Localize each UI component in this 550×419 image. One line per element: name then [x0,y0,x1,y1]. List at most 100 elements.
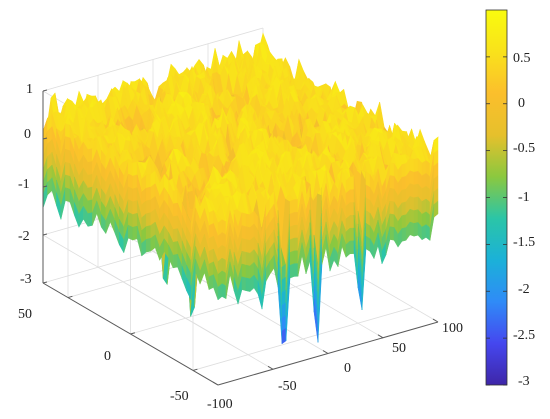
surface-skirt [132,200,138,215]
surface-skirt [401,201,407,217]
z-tick-label: -3 [20,272,32,287]
colorbar-tick-label: -1.5 [513,235,535,250]
y-tick-label: 0 [104,349,111,364]
surface-skirt [145,237,151,253]
y-tick [192,368,198,371]
colorbar-tick-label: 0 [518,96,525,111]
surface-skirt [245,251,251,267]
x-tick [377,334,384,339]
surface-skirt [409,170,415,186]
x-tick-label: 0 [344,361,351,376]
surface-skirt [241,276,247,292]
surface-skirt [349,189,355,203]
colorbar-tick-label: 0.5 [513,51,531,66]
surface-skirt [221,257,227,274]
surface-skirt [349,214,355,229]
surface-skirt [241,238,247,253]
surface-skirt [389,162,395,177]
colorbar-tick-label: -1 [518,190,530,205]
x-tick-label: -50 [278,379,297,394]
surface-skirt [241,250,247,266]
colorbar-tick-label: -2.5 [513,328,535,343]
surface-skirt [145,225,151,240]
z-tick-label: -1 [18,177,30,192]
surface-skirt [87,186,93,202]
surface-skirt [409,208,415,224]
surface-skirt [132,212,138,228]
surface-skirt [172,189,178,205]
y-tick [67,295,73,299]
surface-skirt [145,212,151,227]
surface-skirt [413,209,419,224]
y-tick [130,332,136,335]
surface-skirt [132,174,138,190]
surface-skirt [145,173,151,189]
surface-skirt [221,244,227,261]
surface-skirt [245,264,251,280]
surface-skirt [409,196,415,211]
surface-skirt [293,199,299,213]
surface-skirt [145,186,151,202]
surface-skirt [65,161,71,177]
surface-skirt [289,212,295,228]
y-tick-label: -50 [170,389,189,404]
z-tick-label: 0 [24,127,31,142]
x-tick [432,318,439,323]
surface-skirt [172,228,178,243]
axis-layer [42,89,439,386]
surface-skirt [65,136,71,152]
surface-skirt [409,157,415,173]
surface-skirt [241,212,247,228]
surface-skirt [245,239,251,254]
surface-skirt [293,250,299,264]
z-tick-label: 1 [26,82,33,97]
surface-skirt [289,199,295,215]
z-tick [42,89,48,92]
surface-skirt [145,199,151,215]
surface-skirt [425,224,431,242]
surface-skirt [221,219,227,236]
surface-skirt [349,202,355,216]
surface-skirt [65,148,71,164]
surface-skirt [289,250,295,266]
x-tick-label: 100 [442,321,463,336]
surface-skirt [128,212,133,228]
surface-skirt [87,212,93,227]
surface-skirt [413,222,419,237]
surface-skirt [349,176,355,191]
surface-skirt [208,248,214,265]
surface-skirt [389,226,395,241]
z-tick [42,185,48,188]
x-tick-label: 50 [392,341,406,356]
surface-skirt [172,202,178,218]
surface-skirt [293,224,299,239]
surface-skirt [128,186,133,203]
z-tick [42,281,48,284]
surface-skirt [132,161,138,177]
surface-skirt [241,263,247,279]
surface-skirt [413,158,419,173]
surface-skirt [208,222,214,239]
surface-skirt [208,210,214,227]
surface-skirt [128,173,133,190]
surface-skirt [221,232,227,248]
surface-skirt [389,213,395,228]
surface-skirt [289,224,295,241]
surface-skirt [132,187,138,203]
surface-skirt [389,188,395,203]
surface-skirt [87,148,93,163]
surface-skirt [289,237,295,253]
surface-skirt [413,170,419,186]
surface-skirt [389,200,395,215]
surface-skirt [409,183,415,199]
y-tick-label: 50 [18,307,32,322]
surface-layer [42,32,439,345]
surface-skirt [401,188,407,204]
surface-skirt [221,270,227,287]
surface-skirt [365,235,371,252]
surface-skirt [241,225,247,240]
surface-skirt [208,235,214,252]
surface-skirt [409,221,415,237]
x-tick-label: -100 [207,397,233,412]
